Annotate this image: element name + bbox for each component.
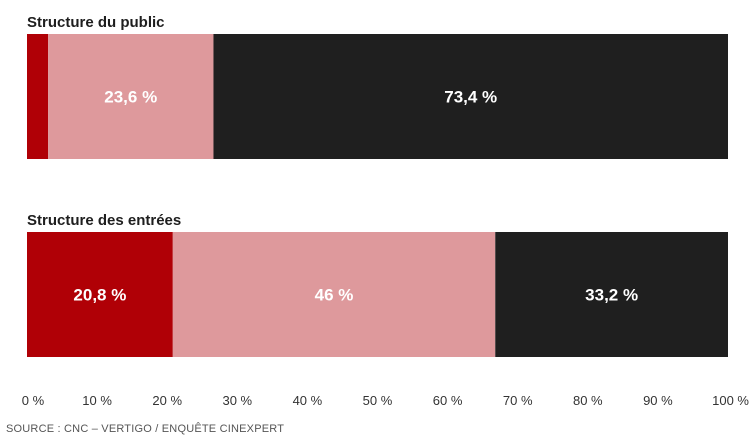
bar-segment xyxy=(27,232,173,357)
x-tick-label: 50 % xyxy=(363,393,393,408)
bar-title: Structure du public xyxy=(27,14,165,31)
bar-segment xyxy=(172,232,496,357)
source-note: SOURCE : CNC – VERTIGO / ENQUÊTE CINEXPE… xyxy=(6,423,285,435)
data-label: 73,4 % xyxy=(444,88,497,107)
data-label: 20,8 % xyxy=(73,286,126,305)
x-tick-label: 90 % xyxy=(643,393,673,408)
x-tick-label: 80 % xyxy=(573,393,603,408)
bar-segment xyxy=(48,34,214,159)
x-tick-label: 10 % xyxy=(82,393,112,408)
x-tick-label: 40 % xyxy=(293,393,323,408)
x-tick-label: 20 % xyxy=(152,393,182,408)
bar-segment xyxy=(27,34,49,159)
x-tick-label: 100 % xyxy=(712,393,749,408)
x-tick-label: 30 % xyxy=(222,393,252,408)
data-label: 46 % xyxy=(315,286,354,305)
bar-segment xyxy=(495,232,728,357)
bar-title: Structure des entrées xyxy=(27,212,181,229)
data-label: 33,2 % xyxy=(585,286,638,305)
data-label: 23,6 % xyxy=(104,88,157,107)
bar-segment xyxy=(213,34,728,159)
x-tick-label: 60 % xyxy=(433,393,463,408)
x-tick-label: 70 % xyxy=(503,393,533,408)
x-tick-label: 0 % xyxy=(22,393,45,408)
